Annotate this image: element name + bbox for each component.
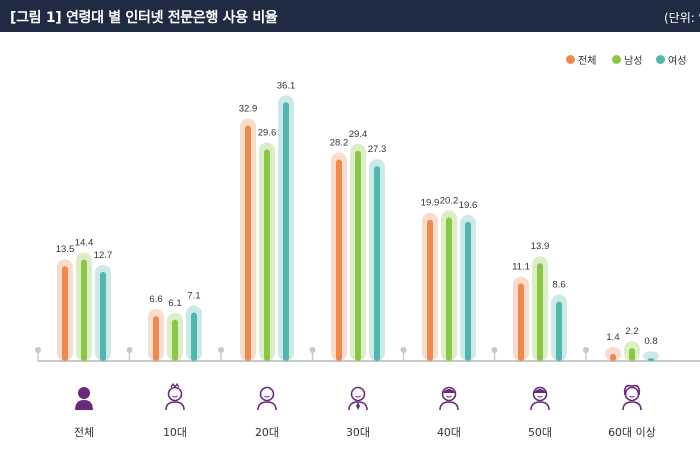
data-label: 13.9 xyxy=(531,241,550,252)
bar xyxy=(427,219,433,361)
data-label: 6.6 xyxy=(149,294,162,305)
bar xyxy=(355,150,361,361)
data-label: 19.6 xyxy=(459,200,478,211)
bar xyxy=(245,125,251,361)
data-label: 29.4 xyxy=(349,129,368,140)
data-label: 28.2 xyxy=(330,138,349,149)
legend-swatch-male xyxy=(612,55,621,64)
data-label: 6.1 xyxy=(168,298,181,309)
bar xyxy=(191,312,197,361)
data-label: 8.6 xyxy=(552,280,565,291)
legend-swatch-all xyxy=(566,55,575,64)
axis-separator-dot xyxy=(218,347,224,353)
legend: 전체 xyxy=(566,52,596,67)
data-label: 13.5 xyxy=(56,244,75,255)
data-label: 11.1 xyxy=(512,262,530,273)
data-label: 20.2 xyxy=(440,196,459,207)
bar xyxy=(629,348,635,361)
legend: 여성 xyxy=(656,52,686,67)
legend: 남성 xyxy=(612,52,642,67)
bar xyxy=(283,102,289,362)
bar xyxy=(537,263,543,361)
legend-label-all: 전체 xyxy=(578,56,597,67)
bar xyxy=(610,353,616,361)
bar xyxy=(556,301,562,361)
young-adult-icon xyxy=(257,386,277,411)
bar xyxy=(81,259,87,361)
axis-separator-dot xyxy=(35,347,41,353)
data-label: 14.4 xyxy=(75,238,94,249)
category-label: 10대 xyxy=(163,426,187,439)
bar xyxy=(153,316,159,361)
chart-title: [그림 1] 연령대 별 인터넷 전문은행 사용 비율 xyxy=(10,10,278,26)
bar xyxy=(374,166,380,361)
bar xyxy=(465,221,471,361)
data-label: 2.2 xyxy=(625,326,638,337)
bar xyxy=(62,266,68,361)
category-label: 20대 xyxy=(255,426,279,439)
data-label: 7.1 xyxy=(187,291,200,302)
category-label: 60대 이상 xyxy=(608,426,656,439)
data-label: 29.6 xyxy=(258,127,277,138)
bar xyxy=(446,217,452,361)
data-label: 12.7 xyxy=(94,250,113,261)
data-label: 1.4 xyxy=(606,332,619,343)
category-label: 30대 xyxy=(346,426,370,439)
child-icon xyxy=(165,382,185,411)
category-label: 전체 xyxy=(74,426,94,439)
bar xyxy=(336,159,342,361)
data-label: 32.9 xyxy=(239,103,258,114)
bar xyxy=(172,319,178,361)
bar-halo xyxy=(643,351,659,361)
axis-separator-dot xyxy=(491,347,498,353)
bar xyxy=(518,283,524,361)
data-label: 0.8 xyxy=(644,336,657,347)
bar xyxy=(264,149,270,361)
data-label: 27.3 xyxy=(368,144,387,155)
axis-separator-dot xyxy=(126,347,133,353)
adult-tie-icon xyxy=(348,386,368,411)
bar xyxy=(648,358,654,361)
axis-separator-dot xyxy=(400,347,407,353)
axis-separator-dot xyxy=(583,347,589,353)
axis-separator-dot xyxy=(309,347,316,353)
data-label: 36.1 xyxy=(277,80,296,91)
category-label: 40대 xyxy=(437,426,461,439)
person-filled-icon xyxy=(75,387,93,410)
senior-icon xyxy=(622,384,642,411)
bar xyxy=(100,271,106,361)
unit-label: (단위: % xyxy=(664,11,700,25)
category-label: 50대 xyxy=(528,426,552,439)
middle-aged-icon xyxy=(530,386,550,411)
chart-header: [그림 1] 연령대 별 인터넷 전문은행 사용 비율 (단위: % xyxy=(0,0,700,32)
adult-icon xyxy=(439,386,459,411)
legend-label-female: 여성 xyxy=(668,56,687,67)
legend-label-male: 남성 xyxy=(624,56,643,67)
legend-swatch-female xyxy=(656,55,665,64)
data-label: 19.9 xyxy=(421,198,440,209)
